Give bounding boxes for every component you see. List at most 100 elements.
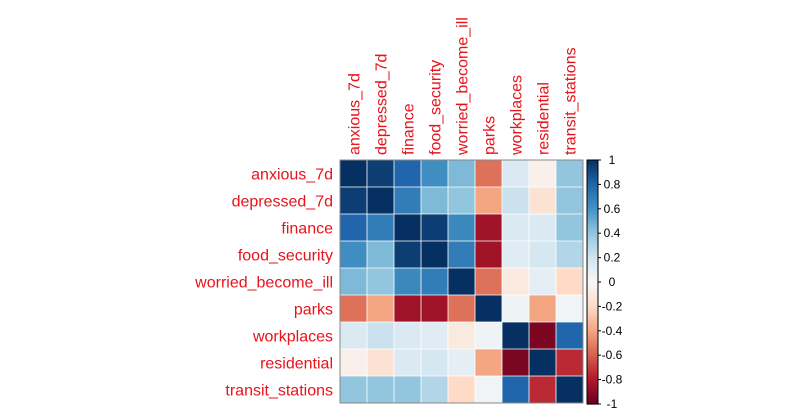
colorbar-segment <box>587 211 598 214</box>
row-label-depressed_7d: depressed_7d <box>232 194 333 211</box>
colorbar-segment <box>587 306 598 309</box>
colorbar-segment <box>587 212 598 215</box>
colorbar-segment <box>587 372 598 375</box>
colorbar-segment <box>587 252 598 255</box>
colorbar-segment <box>587 379 598 382</box>
heatmap-cell-worried_become_ill-transit_stations <box>556 268 583 295</box>
colorbar-segment <box>587 257 598 260</box>
colorbar-segment <box>587 249 598 251</box>
colorbar-segment <box>587 386 598 389</box>
colorbar-segment <box>587 178 598 181</box>
colorbar-segment <box>587 186 598 189</box>
heatmap-cell-finance-workplaces <box>502 214 529 241</box>
colorbar-segment <box>587 294 598 297</box>
colorbar-segment <box>587 219 598 222</box>
colorbar-segment <box>587 168 598 171</box>
heatmap-cell-food_security-transit_stations <box>556 241 583 268</box>
heatmap-cell-workplaces-transit_stations <box>556 322 583 349</box>
colorbar-segment <box>587 271 598 273</box>
colorbar-segment <box>587 347 598 350</box>
colorbar-segment <box>587 190 598 193</box>
colorbar-segment <box>587 395 598 398</box>
colorbar-segment <box>587 316 598 318</box>
colorbar-segment <box>587 242 598 245</box>
heatmap-cell-depressed_7d-transit_stations <box>556 187 583 214</box>
colorbar-segment <box>587 275 598 278</box>
colorbar-tick-label: 0 <box>609 275 616 289</box>
colorbar-segment <box>587 195 598 198</box>
colorbar-segment <box>587 188 598 190</box>
column-label-finance: finance <box>401 103 418 155</box>
colorbar-tick-label: -0.6 <box>602 348 623 362</box>
heatmap-cell-anxious_7d-anxious_7d <box>340 160 367 187</box>
colorbar-segment <box>587 329 598 332</box>
colorbar-segment <box>587 256 598 259</box>
column-label-residential: residential <box>536 82 553 155</box>
colorbar-segment <box>587 279 598 282</box>
colorbar-segment <box>587 360 598 362</box>
colorbar-segment <box>587 227 598 229</box>
colorbar-segment <box>587 213 598 216</box>
colorbar-segment <box>587 305 598 307</box>
colorbar-segment <box>587 205 598 207</box>
heatmap-cell-workplaces-depressed_7d <box>367 322 394 349</box>
colorbar-segment <box>587 163 598 166</box>
heatmap-cell-food_security-finance <box>394 241 421 268</box>
heatmap-cell-anxious_7d-parks <box>475 160 502 187</box>
colorbar-segment <box>587 367 598 370</box>
row-label-workplaces: workplaces <box>252 329 333 346</box>
column-label-depressed_7d: depressed_7d <box>374 54 391 155</box>
colorbar-segment <box>587 396 598 399</box>
colorbar-segment <box>587 299 598 301</box>
colorbar-segment <box>587 216 598 218</box>
colorbar-segment <box>587 202 598 205</box>
colorbar-segment <box>587 262 598 265</box>
colorbar-ticks: 1 0.8 0.6 0.4 0.2 0 -0.2 -0.4 -0.6 -0.8 -1 <box>598 153 623 411</box>
heatmap-cell-depressed_7d-food_security <box>421 187 448 214</box>
heatmap-cell-anxious_7d-transit_stations <box>556 160 583 187</box>
colorbar-tick-label: -0.4 <box>602 324 623 338</box>
colorbar-segment <box>587 388 598 390</box>
heatmap-cell-transit_stations-depressed_7d <box>367 376 394 403</box>
colorbar-segment <box>587 308 598 311</box>
row-label-food_security: food_security <box>238 248 333 265</box>
colorbar-segment <box>587 185 598 188</box>
heatmap-cell-finance-anxious_7d <box>340 214 367 241</box>
heatmap-cell-residential-anxious_7d <box>340 349 367 376</box>
colorbar-segment <box>587 261 598 264</box>
colorbar-segment <box>587 300 598 303</box>
colorbar-segment <box>587 239 598 242</box>
colorbar-segment <box>587 380 598 383</box>
colorbar-segment <box>587 368 598 371</box>
heatmap-cell-parks-parks <box>475 295 502 322</box>
heatmap-cell-workplaces-worried_become_ill <box>448 322 475 349</box>
heatmap-cell-transit_stations-residential <box>529 376 556 403</box>
colorbar-segment <box>587 352 598 355</box>
heatmap-cell-depressed_7d-workplaces <box>502 187 529 214</box>
colorbar-segment <box>587 241 598 244</box>
heatmap-cell-residential-parks <box>475 349 502 376</box>
colorbar-segment <box>587 170 598 173</box>
heatmap-cell-workplaces-food_security <box>421 322 448 349</box>
colorbar-segment <box>587 214 598 217</box>
colorbar-segment <box>587 319 598 322</box>
colorbar-segment <box>587 307 598 310</box>
colorbar-segment <box>587 203 598 206</box>
row-label-transit_stations: transit_stations <box>225 383 333 400</box>
colorbar-segment <box>587 377 598 379</box>
colorbar-segment <box>587 295 598 298</box>
heatmap-cell-residential-finance <box>394 349 421 376</box>
colorbar-segment <box>587 323 598 326</box>
colorbar-segment <box>587 244 598 246</box>
row-label-anxious_7d: anxious_7d <box>251 167 333 184</box>
colorbar-segment <box>587 303 598 306</box>
colorbar-segment <box>587 191 598 194</box>
column-labels: anxious_7d depressed_7d finance food_securi… <box>347 17 580 156</box>
row-label-residential: residential <box>260 356 333 373</box>
colorbar-segment <box>587 382 598 384</box>
heatmap-cell-food_security-anxious_7d <box>340 241 367 268</box>
colorbar-segment <box>587 278 598 281</box>
colorbar-segment <box>587 246 598 249</box>
colorbar-segment <box>587 286 598 289</box>
